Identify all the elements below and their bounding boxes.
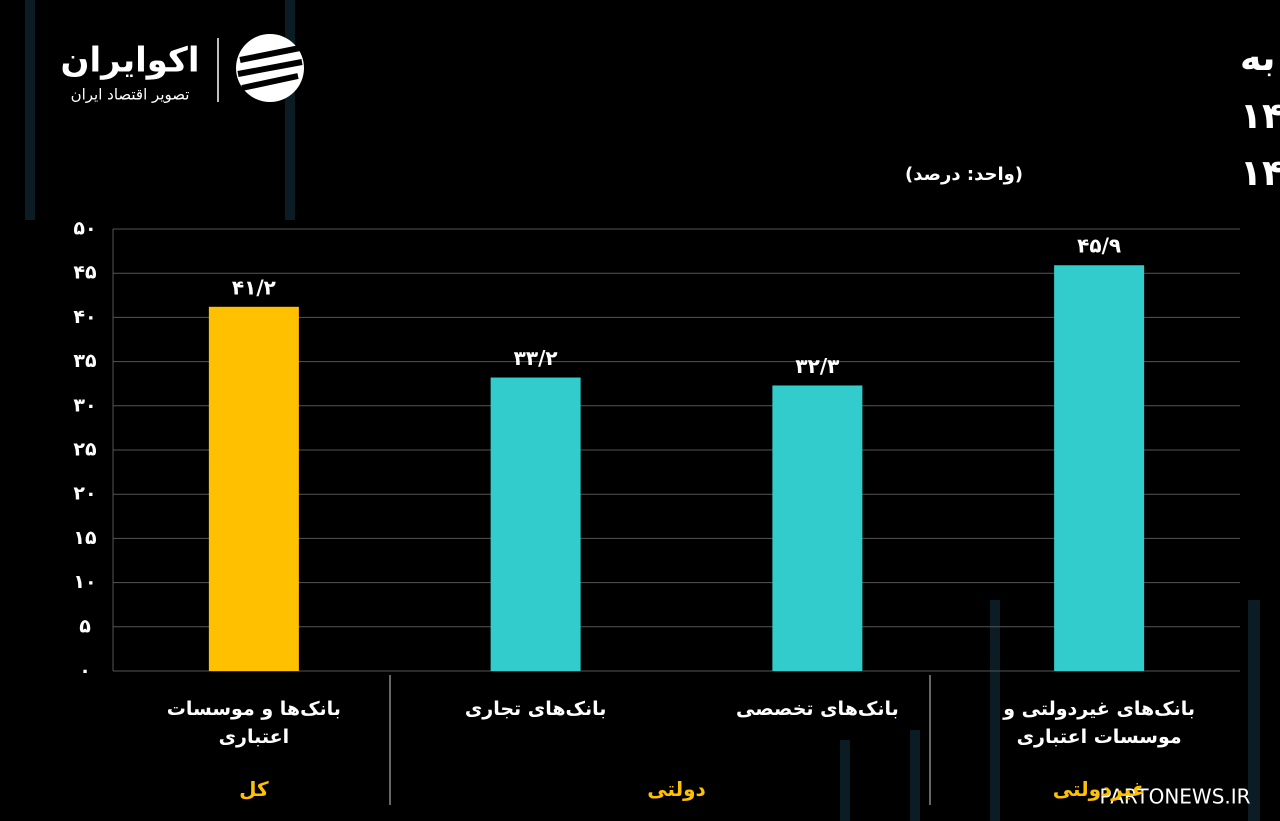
y-tick-label: ۵۰ [73, 218, 96, 240]
title-line: رشد مانده تسهیلات اعطایی شبکه بانکی به [1240, 38, 1280, 79]
bar [1054, 265, 1145, 671]
y-tick-label: ۳۵ [73, 350, 97, 372]
bar [490, 377, 581, 671]
value-label: ۳۲/۳ [795, 354, 839, 378]
logo-name: اکوایران [61, 41, 200, 81]
y-tick-label: ۲۰ [73, 483, 96, 505]
y-tick-label: ۱۰ [73, 571, 96, 593]
bar [772, 385, 863, 671]
group-label: غیردولتی [1052, 777, 1146, 801]
value-label: ۳۳/۲ [514, 346, 558, 370]
y-tick-label: ۰ [79, 660, 91, 682]
y-tick-label: ۱۵ [73, 527, 97, 549]
y-tick-label: ۵ [79, 615, 91, 637]
title-line: نسبت به تیر ۱۴۰۱ [1240, 153, 1280, 194]
background-decor [25, 0, 1260, 821]
x-tick-label: بانک‌های تخصصی [736, 698, 899, 720]
y-tick-label: ۳۰ [73, 394, 96, 416]
watermark: PARTONEWS.IR [1099, 785, 1250, 809]
x-tick-label: بانک‌های غیردولتی و موسسات اعتباری [1003, 698, 1196, 748]
title-line: تفکیک دولتی و غیر دولتی در پایان تیر ۱۴۰… [1240, 96, 1280, 137]
x-tick-label: بانک‌ها و موسسات اعتباری [166, 698, 341, 748]
group-label: دولتی [647, 777, 706, 801]
y-tick-label: ۴۰ [73, 306, 96, 328]
y-tick-label: ۲۵ [73, 439, 97, 461]
group-label: کل [239, 777, 269, 801]
y-tick-label: ۴۵ [73, 262, 97, 284]
value-label: ۴۱/۲ [232, 275, 276, 299]
logo [217, 34, 304, 102]
subtitle: (واحد: درصد) [905, 164, 1023, 185]
bar [208, 306, 299, 671]
logo-tagline: تصویر اقتصاد ایران [71, 86, 190, 104]
value-label: ۴۵/۹ [1077, 234, 1121, 258]
x-tick-label: بانک‌های تجاری [464, 698, 607, 720]
